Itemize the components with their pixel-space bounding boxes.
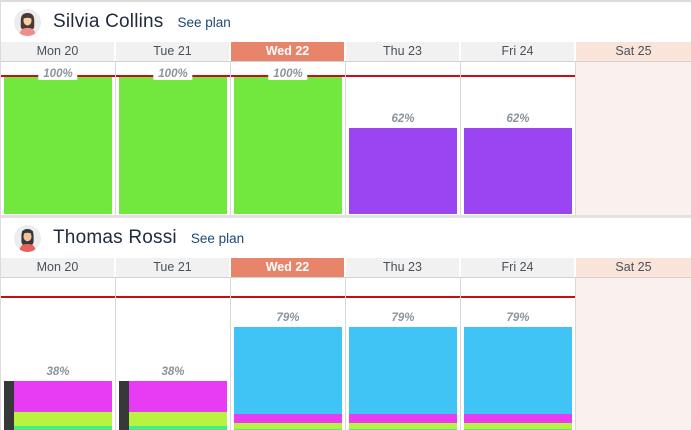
day-header-wed-22: Wed 22 — [231, 42, 346, 61]
day-header-sat-25: Sat 25 — [576, 258, 691, 277]
day-header-thu-23: Thu 23 — [346, 258, 461, 277]
day-header-wed-22: Wed 22 — [231, 258, 346, 277]
schedule-cell-mon-20[interactable]: 38% — [1, 278, 116, 430]
utilization-percent-label: 62% — [386, 113, 420, 125]
person-section-thomas: Thomas Rossi See plan Mon 20 Tue 21 Wed 22… — [1, 215, 691, 430]
utilization-bar[interactable] — [4, 76, 112, 214]
day-header-fri-24: Fri 24 — [461, 258, 576, 277]
utilization-bar[interactable] — [464, 128, 572, 214]
day-header-mon-20: Mon 20 — [1, 42, 116, 61]
day-header-thu-23: Thu 23 — [346, 42, 461, 61]
bar-segment — [4, 426, 112, 430]
utilization-percent-label: 79% — [501, 312, 535, 324]
bar-segment — [4, 381, 112, 412]
bar-segment — [349, 414, 457, 423]
utilization-percent-label: 79% — [386, 312, 420, 324]
utilization-bar[interactable] — [4, 381, 112, 430]
bar-segment — [4, 76, 112, 214]
capacity-line — [116, 296, 230, 298]
schedule-cell-wed-22[interactable]: 100% — [231, 62, 346, 215]
bar-segment — [119, 76, 227, 214]
person-name: Thomas Rossi — [53, 227, 177, 248]
capacity-line — [231, 296, 345, 298]
day-header-row: Mon 20 Tue 21 Wed 22 Thu 23 Fri 24 Sat 25 — [1, 42, 691, 62]
utilization-bar[interactable] — [119, 381, 227, 430]
day-header-fri-24: Fri 24 — [461, 42, 576, 61]
schedule-cell-mon-20[interactable]: 100% — [1, 62, 116, 215]
bar-segment — [234, 76, 342, 214]
schedule-cell-thu-23[interactable]: 79% — [346, 278, 461, 430]
utilization-bar[interactable] — [349, 327, 457, 430]
utilization-chart-row: 38% 38% 79% 79% 79% — [1, 278, 691, 430]
schedule-cell-tue-21[interactable]: 100% — [116, 62, 231, 215]
bar-segment — [119, 412, 227, 426]
day-header-mon-20: Mon 20 — [1, 258, 116, 277]
utilization-bar[interactable] — [349, 128, 457, 214]
person-name: Silvia Collins — [53, 11, 164, 32]
day-header-row: Mon 20 Tue 21 Wed 22 Thu 23 Fri 24 Sat 25 — [1, 258, 691, 278]
schedule-cell-sat-25[interactable] — [576, 278, 691, 430]
utilization-percent-label: 79% — [271, 312, 305, 324]
capacity-line — [346, 296, 460, 298]
person-avatar-icon — [14, 224, 41, 252]
bar-segment — [234, 423, 342, 429]
bar-segment — [349, 128, 457, 214]
schedule-cell-sat-25[interactable] — [576, 62, 691, 215]
bar-segment — [464, 327, 572, 414]
capacity-line — [461, 75, 575, 77]
bar-segment — [464, 414, 572, 423]
see-plan-link[interactable]: See plan — [177, 14, 231, 30]
utilization-bar[interactable] — [464, 327, 572, 430]
utilization-bar[interactable] — [119, 76, 227, 214]
schedule-cell-tue-21[interactable]: 38% — [116, 278, 231, 430]
bar-segment — [234, 414, 342, 423]
person-header: Thomas Rossi See plan — [1, 218, 691, 258]
bar-segment — [464, 128, 572, 214]
utilization-percent-label: 100% — [38, 68, 78, 80]
bar-segment — [349, 327, 457, 414]
utilization-percent-label: 38% — [156, 366, 190, 378]
day-header-tue-21: Tue 21 — [116, 258, 231, 277]
bar-segment — [119, 381, 227, 412]
schedule-cell-fri-24[interactable]: 79% — [461, 278, 576, 430]
capacity-line — [1, 296, 115, 298]
schedule-cell-wed-22[interactable]: 79% — [231, 278, 346, 430]
bar-segment — [464, 423, 572, 429]
dark-allocation-strip — [119, 381, 129, 430]
utilization-percent-label: 100% — [153, 68, 193, 80]
bar-segment — [349, 423, 457, 429]
capacity-line — [346, 75, 460, 77]
utilization-percent-label: 38% — [41, 366, 75, 378]
bar-segment — [234, 327, 342, 414]
person-section-silvia: Silvia Collins See plan Mon 20 Tue 21 Wed … — [1, 2, 691, 215]
person-header: Silvia Collins See plan — [1, 2, 691, 42]
utilization-chart-row: 100% 100% 100% 62% 62% — [1, 62, 691, 215]
utilization-percent-label: 100% — [268, 68, 308, 80]
utilization-bar[interactable] — [234, 327, 342, 430]
bar-segment — [4, 412, 112, 426]
see-plan-link[interactable]: See plan — [190, 230, 245, 246]
schedule-cell-thu-23[interactable]: 62% — [346, 62, 461, 215]
utilization-percent-label: 62% — [501, 113, 535, 125]
utilization-bar[interactable] — [234, 76, 342, 214]
schedule-cell-fri-24[interactable]: 62% — [461, 62, 576, 215]
person-avatar-icon — [14, 8, 41, 36]
day-header-tue-21: Tue 21 — [116, 42, 231, 61]
day-header-sat-25: Sat 25 — [576, 42, 691, 61]
capacity-line — [461, 296, 575, 298]
bar-segment — [119, 426, 227, 430]
dark-allocation-strip — [4, 381, 14, 430]
